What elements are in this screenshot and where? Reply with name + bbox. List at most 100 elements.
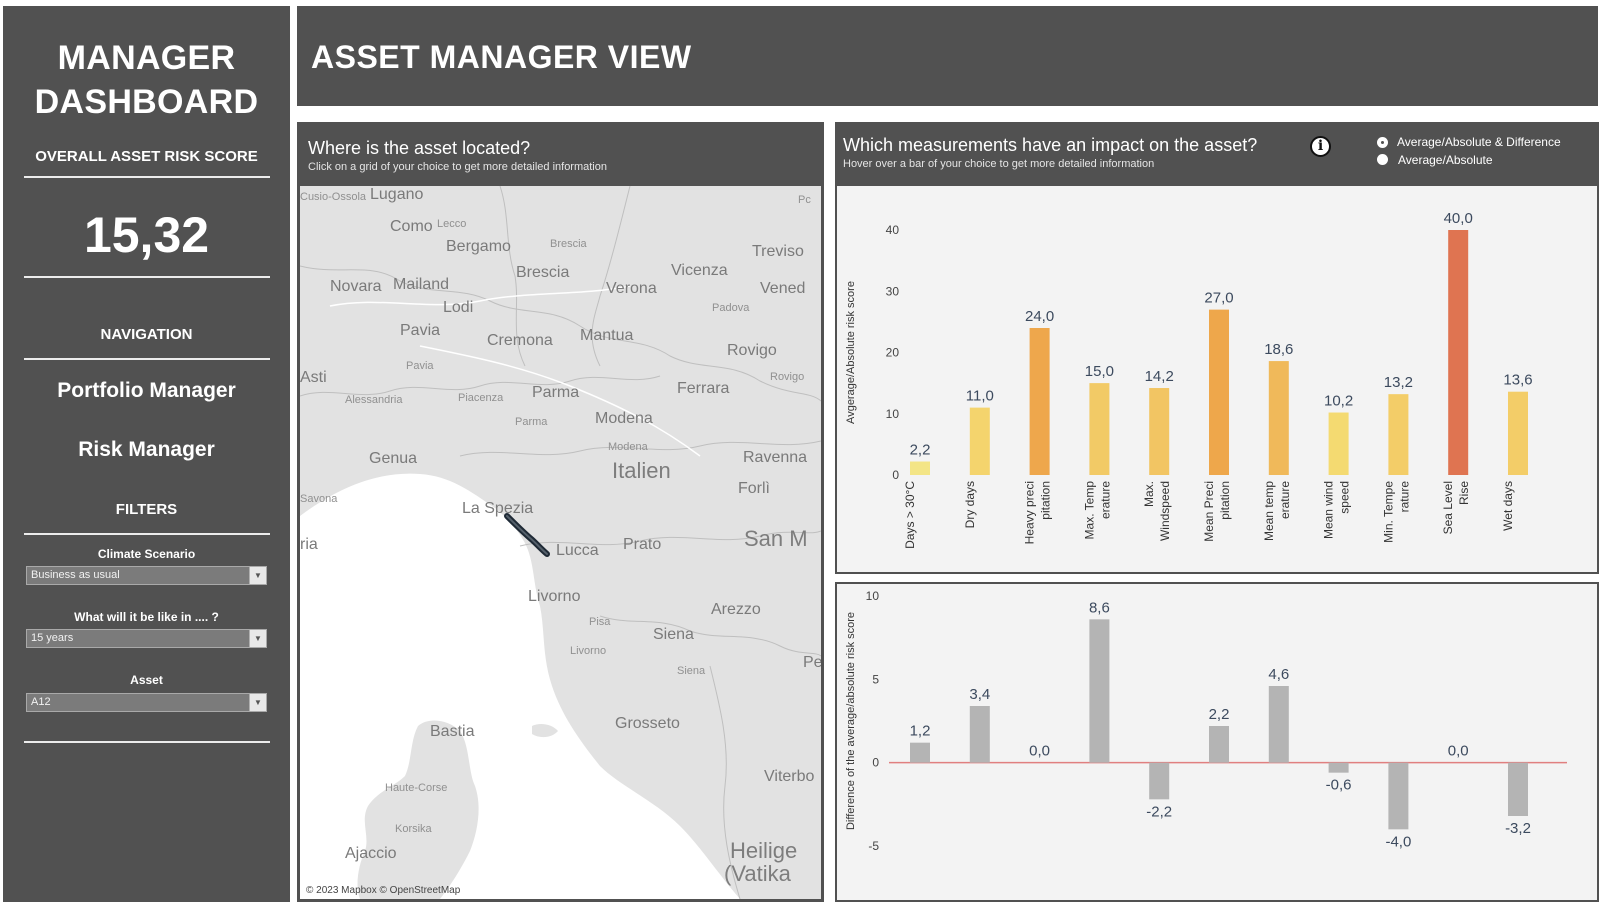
category-tick-label: Wet days: [1501, 481, 1515, 531]
chevron-down-icon: ▼: [249, 694, 266, 711]
data-label: 13,2: [1384, 374, 1413, 391]
divider: [24, 533, 270, 535]
map-place-label: Vicenza: [671, 262, 728, 279]
map-place-label: Livorno: [570, 645, 607, 657]
time-horizon-value: 15 years: [31, 632, 74, 644]
time-horizon-label: What will it be like in .... ?: [74, 610, 219, 624]
map-place-label: Brescia: [550, 238, 587, 250]
region-borders: [300, 186, 821, 899]
category-tick-label: Days > 30°C: [903, 481, 917, 549]
category-tick-label: rature: [1397, 481, 1411, 513]
bar[interactable]: [1029, 328, 1050, 475]
bar[interactable]: [1209, 726, 1229, 763]
category-tick-label: Max.: [1142, 481, 1156, 507]
bar[interactable]: [1328, 762, 1349, 773]
map-place-label: (Vatika: [724, 861, 791, 886]
option-average-and-difference[interactable]: Average/Absolute & Difference: [1377, 135, 1561, 149]
y-tick-label: 20: [886, 346, 900, 360]
y-tick-label: 10: [866, 589, 880, 603]
bar[interactable]: [1388, 762, 1409, 830]
chevron-down-icon: ▼: [249, 630, 266, 647]
map-place-label: Bergamo: [446, 238, 511, 255]
bar[interactable]: [910, 461, 930, 475]
map-place-label: Alessandria: [345, 394, 403, 406]
map-attribution[interactable]: © 2023 Mapbox © OpenStreetMap: [306, 885, 461, 896]
time-horizon-dropdown[interactable]: 15 years ▼: [26, 629, 267, 648]
option-label: Average/Absolute: [1398, 153, 1493, 167]
bar[interactable]: [1268, 686, 1289, 763]
category-tick-label: Max. Temp: [1082, 481, 1096, 540]
elba-island: [532, 723, 558, 738]
map-place-label: Rovigo: [727, 342, 777, 359]
divider: [24, 358, 270, 360]
map-panel: Where is the asset located? Click on a g…: [297, 122, 824, 902]
bar[interactable]: [1268, 361, 1289, 475]
y-tick-label: 0: [872, 756, 879, 770]
map-place-label: La Spezia: [462, 500, 534, 517]
impact-chart-panel: Which measurements have an impact on the…: [835, 122, 1599, 574]
map-place-label: Como: [390, 218, 433, 235]
map-place-label: Forlì: [738, 480, 770, 497]
bar[interactable]: [1448, 230, 1469, 475]
map-place-label: Haute-Corse: [385, 782, 448, 794]
difference-chart-panel: -5 0 5 10 Difference of the average/absolute…: [835, 582, 1599, 902]
bar[interactable]: [969, 407, 990, 475]
bar[interactable]: [1328, 412, 1349, 475]
bar[interactable]: [1209, 309, 1229, 475]
data-label: -0,6: [1326, 777, 1352, 794]
page-title: ASSET MANAGER VIEW: [311, 39, 692, 75]
map-place-label: Mailand: [393, 276, 450, 293]
divider: [24, 741, 270, 743]
nav-link-risk-manager[interactable]: Risk Manager: [78, 438, 215, 461]
page-header: ASSET MANAGER VIEW: [297, 6, 1598, 106]
road-network: [329, 285, 701, 457]
divider: [24, 276, 270, 278]
radio-selected-icon: [1378, 138, 1387, 147]
map-place-label: Piacenza: [458, 392, 504, 404]
bar[interactable]: [1149, 388, 1170, 475]
option-label: Average/Absolute & Difference: [1397, 135, 1561, 149]
data-label: 11,0: [966, 388, 994, 405]
impact-title: Which measurements have an impact on the…: [843, 135, 1258, 155]
map-place-label: Pavia: [406, 360, 434, 372]
nav-link-portfolio-manager[interactable]: Portfolio Manager: [57, 379, 236, 402]
map-place-label: Modena: [595, 410, 653, 427]
option-average-only[interactable]: Average/Absolute: [1377, 153, 1493, 167]
sidebar: MANAGER DASHBOARD OVERALL ASSET RISK SCO…: [3, 6, 290, 902]
data-label: -4,0: [1385, 833, 1411, 850]
map-title: Where is the asset located?: [308, 138, 531, 158]
y-axis-label: Difference of the average/absolute risk …: [845, 612, 857, 830]
map-place-label: Siena: [677, 665, 706, 677]
bar[interactable]: [1508, 762, 1528, 816]
data-label: 14,2: [1145, 368, 1174, 385]
climate-scenario-dropdown[interactable]: Business as usual ▼: [26, 566, 267, 585]
asset-route-core: [506, 515, 548, 555]
asset-location-map[interactable]: Cusio-Ossola Lugano Como Lecco Bergamo Bresci…: [300, 186, 821, 899]
category-tick-label: Mean temp: [1262, 481, 1276, 541]
bar[interactable]: [1388, 394, 1409, 475]
info-icon[interactable]: i: [1310, 136, 1331, 157]
asset-label: Asset: [130, 673, 163, 687]
y-tick-label: 40: [886, 223, 900, 237]
category-tick-label: speed: [1338, 481, 1352, 514]
bar[interactable]: [910, 742, 930, 763]
climate-scenario-label: Climate Scenario: [97, 547, 196, 561]
dashboard-title: MANAGER DASHBOARD: [34, 39, 259, 121]
map-place-label: Modena: [608, 441, 648, 453]
category-tick-label: Windspeed: [1158, 481, 1172, 541]
y-tick-label: 30: [886, 284, 900, 298]
bar[interactable]: [1149, 762, 1170, 800]
filters-label: FILTERS: [115, 501, 178, 518]
category-tick-label: erature: [1098, 481, 1112, 519]
map-place-label: Prato: [623, 536, 662, 553]
bar[interactable]: [1508, 391, 1528, 475]
category-tick-label: Rise: [1457, 481, 1471, 505]
y-axis-label: Avgerage/Absolute risk score: [845, 281, 857, 424]
impact-chart-header: Which measurements have an impact on the…: [837, 124, 1597, 186]
map-place-label: ria: [300, 536, 318, 553]
map-place-label: Lodi: [443, 299, 474, 316]
bar[interactable]: [1089, 619, 1110, 763]
asset-dropdown[interactable]: A12 ▼: [26, 693, 267, 712]
bar[interactable]: [969, 706, 990, 763]
bar[interactable]: [1089, 383, 1110, 475]
